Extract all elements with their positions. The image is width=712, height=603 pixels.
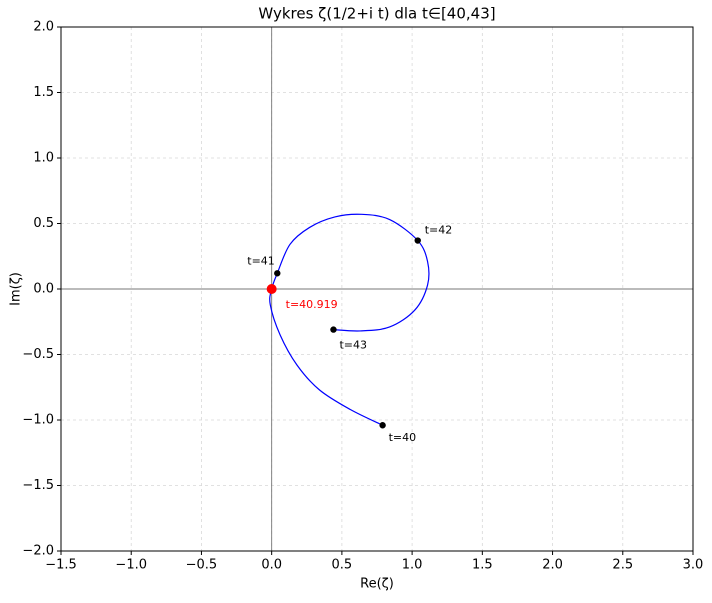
y-axis-label: Im(ζ) — [9, 272, 24, 306]
curve — [269, 213, 430, 426]
x-tick-label: −1.0 — [115, 558, 147, 573]
point-label: t=40.919 — [286, 298, 338, 311]
x-tick-label: −0.5 — [186, 558, 218, 573]
point-marker — [274, 270, 281, 277]
plot-frame — [60, 26, 694, 552]
point-label: t=40 — [389, 431, 417, 444]
x-tick-label: 0.0 — [261, 558, 282, 573]
point-marker — [379, 422, 386, 429]
y-tick-label: −2.0 — [22, 544, 54, 559]
x-tick-label: −1.5 — [45, 558, 77, 573]
point-marker — [330, 326, 337, 333]
x-tick-label: 2.0 — [542, 558, 563, 573]
point-marker — [414, 237, 421, 244]
x-tick-label: 1.5 — [472, 558, 493, 573]
y-tick-label: −1.0 — [22, 413, 54, 428]
y-tick-label: 0.5 — [33, 216, 54, 231]
y-tick-label: 1.0 — [33, 151, 54, 166]
point-marker — [266, 284, 277, 294]
point-label: t=43 — [339, 339, 367, 352]
x-tick-label: 2.5 — [612, 558, 633, 573]
x-tick-label: 1.0 — [402, 558, 423, 573]
point-label: t=41 — [247, 254, 275, 267]
x-tick-label: 0.5 — [332, 558, 353, 573]
x-tick-label: 3.0 — [683, 558, 704, 573]
point-label: t=42 — [425, 224, 453, 237]
y-tick-label: 2.0 — [33, 20, 54, 35]
chart-title: Wykres ζ(1/2+i t) dla t∈[40,43] — [258, 5, 495, 23]
x-axis-label: Re(ζ) — [360, 577, 394, 592]
y-tick-label: 1.5 — [33, 85, 54, 100]
y-tick-label: −0.5 — [22, 347, 54, 362]
y-tick-label: −1.5 — [22, 478, 54, 493]
y-tick-label: 0.0 — [33, 282, 54, 297]
